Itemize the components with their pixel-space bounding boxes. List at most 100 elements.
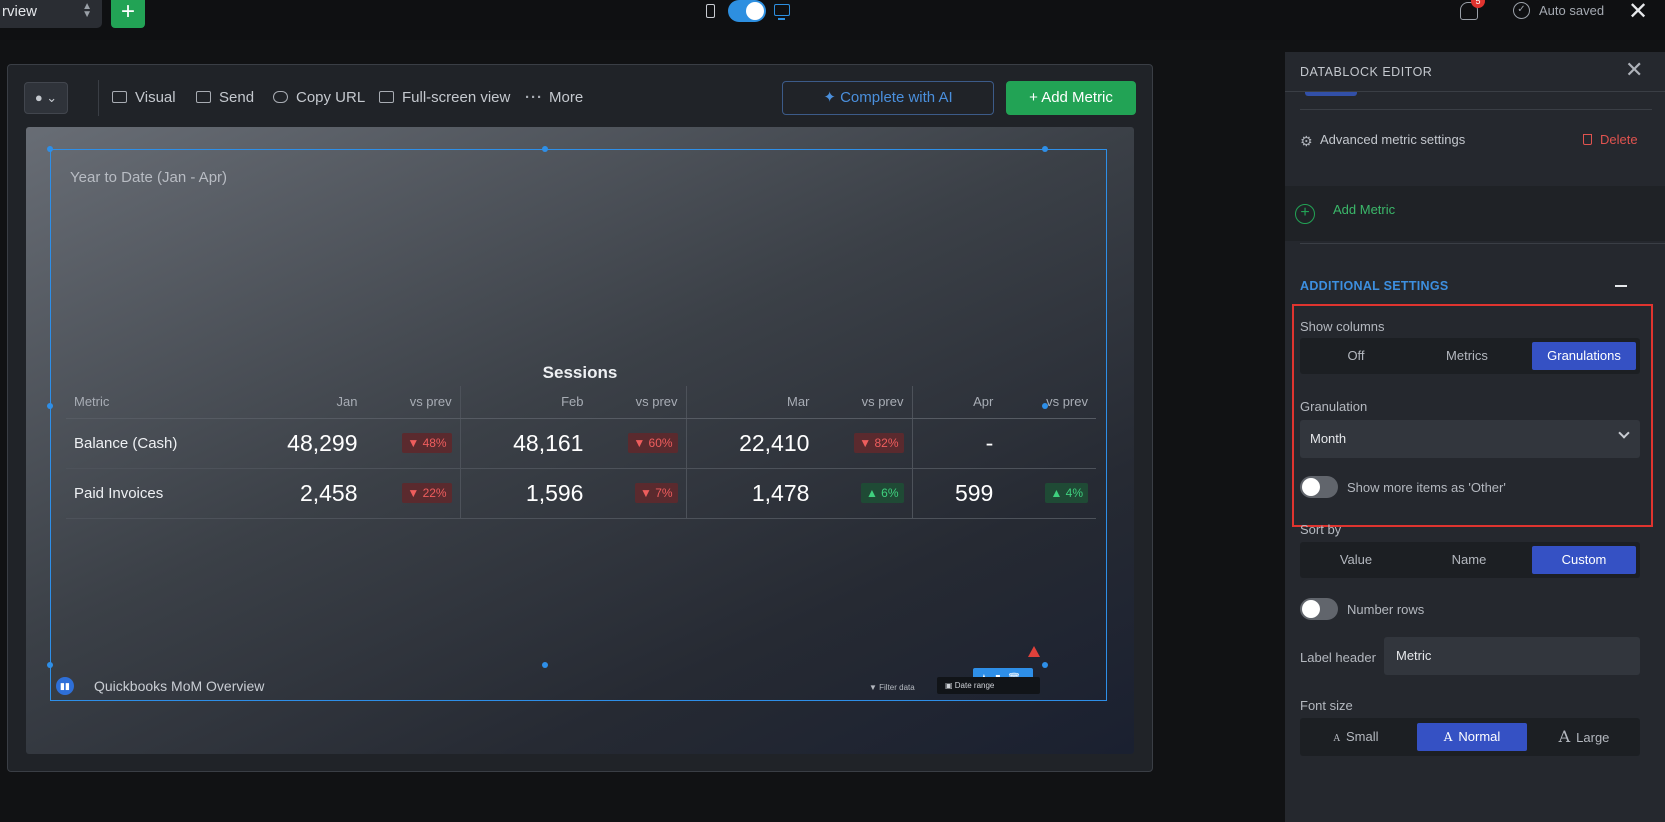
metric-value: 599 <box>911 468 1002 519</box>
date-range-button[interactable]: ▣ Date range <box>937 677 1040 694</box>
databox-logo-icon: ▮▮ <box>56 677 74 695</box>
show-columns-label: Show columns <box>1300 319 1385 334</box>
fullscreen-button[interactable]: Full-screen view <box>379 89 510 106</box>
plus-circle-icon[interactable]: + <box>1295 204 1315 224</box>
resize-handle[interactable] <box>47 662 53 668</box>
theme-dropdown-button[interactable]: ● ⌄ <box>24 82 68 114</box>
toolbar-divider <box>98 80 99 116</box>
collapse-icon[interactable] <box>1615 285 1627 287</box>
delete-button[interactable]: Delete <box>1600 132 1638 147</box>
data-table: Metric Jan vs prev Feb vs prev Mar vs pr… <box>66 386 1096 519</box>
desktop-view-icon[interactable] <box>774 4 790 20</box>
sort-by-value[interactable]: Value <box>1339 552 1373 567</box>
date-range-label: Date range <box>954 681 995 690</box>
active-tab-indicator <box>1305 92 1357 96</box>
plus-icon: + <box>1029 89 1042 106</box>
metric-value: 1,596 <box>459 468 592 519</box>
dashboard-select-value: rview <box>2 3 38 20</box>
add-metric-button[interactable]: + Add Metric <box>1006 81 1136 115</box>
filter-icon: ▼ <box>869 683 880 692</box>
additional-settings-header[interactable]: ADDITIONAL SETTINGS <box>1300 279 1449 293</box>
font-size-small[interactable]: A Small <box>1304 723 1408 751</box>
mobile-view-icon[interactable] <box>706 4 715 18</box>
delta-badge: ▼ 48% <box>402 433 452 453</box>
close-icon[interactable]: ✕ <box>1625 57 1644 82</box>
delta-cell: ▲ 6% <box>817 468 912 519</box>
resize-handle[interactable] <box>1042 662 1048 668</box>
resize-handle[interactable] <box>1042 146 1048 152</box>
delta-badge: ▼ 82% <box>854 433 904 453</box>
visual-button[interactable]: Visual <box>112 89 176 106</box>
delta-cell <box>1001 418 1096 469</box>
add-metric-link[interactable]: Add Metric <box>1333 202 1396 217</box>
font-normal-icon: A <box>1443 730 1453 744</box>
more-button[interactable]: ··· More <box>525 89 583 106</box>
delta-badge: ▲ 6% <box>860 483 904 503</box>
label-header-label: Label header <box>1300 650 1376 665</box>
sort-by-custom[interactable]: Custom <box>1532 546 1636 574</box>
column-header: Mar <box>685 386 818 419</box>
column-header: vs prev <box>817 386 912 419</box>
close-editor-icon[interactable]: ✕ <box>1628 0 1649 25</box>
add-metric-label: Add Metric <box>1041 89 1113 106</box>
widget-title: Year to Date (Jan - Apr) <box>70 169 228 186</box>
show-columns-segmented: Off Metrics Granulations <box>1300 338 1640 374</box>
editor-title: DATABLOCK EDITOR <box>1300 65 1433 79</box>
warning-icon[interactable] <box>1028 646 1040 657</box>
advanced-settings-link[interactable]: Advanced metric settings <box>1320 132 1466 147</box>
notification-badge: 5 <box>1471 0 1485 8</box>
delta-badge: ▼ 60% <box>628 433 678 453</box>
show-columns-metrics[interactable]: Metrics <box>1446 348 1488 363</box>
show-columns-granulations[interactable]: Granulations <box>1532 342 1636 370</box>
autosave-status: Auto saved <box>1539 3 1605 18</box>
link-icon <box>273 91 288 103</box>
envelope-icon <box>196 91 211 103</box>
granulation-select[interactable]: Month <box>1300 420 1640 458</box>
view-mode-toggle[interactable] <box>728 0 766 22</box>
add-dashboard-button[interactable]: + <box>111 0 145 28</box>
table-row: Balance (Cash) 48,299 ▼ 48% 48,161 ▼ 60%… <box>66 418 1096 469</box>
complete-with-ai-button[interactable]: ✦ Complete with AI <box>782 81 994 115</box>
more-label: More <box>549 89 584 106</box>
resize-handle[interactable] <box>47 403 53 409</box>
divider <box>1300 109 1652 110</box>
copy-url-button[interactable]: Copy URL <box>273 89 365 106</box>
datablock-editor-panel: DATABLOCK EDITOR ✕ ⚙ Advanced metric set… <box>1285 52 1665 822</box>
font-size-normal[interactable]: A Normal <box>1417 723 1527 751</box>
delta-badge: ▲ 4% <box>1045 483 1088 503</box>
metric-value: 48,299 <box>255 418 366 469</box>
image-icon <box>112 91 127 103</box>
sparkle-icon: ✦ <box>823 89 841 106</box>
filter-data-button[interactable]: ▼ Filter data <box>869 683 915 692</box>
check-circle-icon: ✓ <box>1513 2 1530 19</box>
editor-header: DATABLOCK EDITOR ✕ <box>1285 52 1665 92</box>
alerts-icon[interactable] <box>1460 2 1478 20</box>
send-button[interactable]: Send <box>196 89 254 106</box>
filter-data-label: Filter data <box>879 683 915 692</box>
show-other-toggle[interactable] <box>1300 476 1338 498</box>
resize-handle[interactable] <box>542 662 548 668</box>
metric-value: 1,478 <box>685 468 818 519</box>
add-metric-row[interactable] <box>1285 186 1665 241</box>
sort-by-name[interactable]: Name <box>1451 552 1487 567</box>
column-header: Feb <box>459 386 592 419</box>
number-rows-toggle[interactable] <box>1300 598 1338 620</box>
column-header: Jan <box>255 386 366 419</box>
font-size-small-label: Small <box>1345 729 1379 744</box>
widget-selection-frame[interactable] <box>50 149 1107 701</box>
monitor-icon <box>379 91 394 103</box>
divider <box>1300 243 1665 244</box>
delta-cell: ▼ 22% <box>365 468 461 519</box>
show-columns-off[interactable]: Off <box>1347 348 1365 363</box>
font-size-large[interactable]: A Large <box>1532 723 1636 751</box>
widget-canvas: Year to Date (Jan - Apr) Sessions Metric… <box>26 127 1134 754</box>
column-header: Apr <box>911 386 1002 419</box>
dashboard-panel: ● ⌄ Visual Send Copy URL Full-screen vie… <box>7 64 1153 772</box>
highlight-annotation <box>1292 304 1653 527</box>
granulation-value: Month <box>1310 431 1347 446</box>
resize-handle[interactable] <box>542 146 548 152</box>
trash-icon[interactable] <box>1583 134 1592 145</box>
label-header-input[interactable]: Metric <box>1384 637 1640 675</box>
resize-handle[interactable] <box>47 146 53 152</box>
dashboard-select[interactable]: rview ▲ ▼ <box>0 0 102 28</box>
